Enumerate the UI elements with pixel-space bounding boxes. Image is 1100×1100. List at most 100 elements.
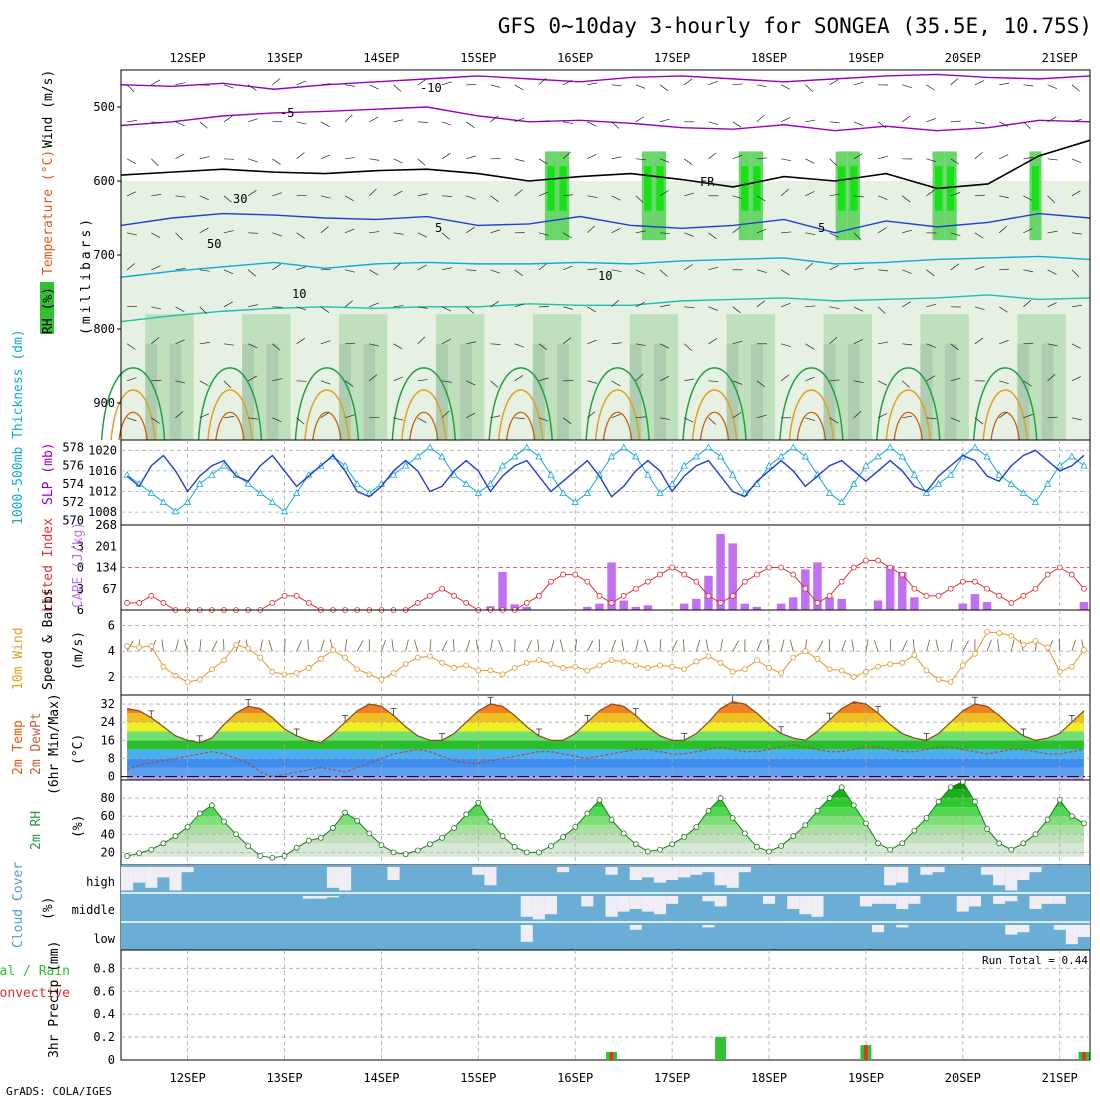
cape-li-pt-48 xyxy=(705,592,712,599)
slp-thickness-pt-55 xyxy=(789,443,797,451)
cape-li-pt-75 xyxy=(1032,585,1039,592)
wind-speed-pt-10 xyxy=(245,645,252,652)
profile-barb-52-4 xyxy=(756,228,767,234)
profile-barb-60-7 xyxy=(853,339,863,345)
profile-iso20-5 xyxy=(585,367,650,441)
profile-barb-14-5 xyxy=(296,266,307,271)
profile-barb-64-3 xyxy=(902,195,911,203)
profile-barb-76-2 xyxy=(1047,158,1058,161)
slp-thickness-pt-24 xyxy=(414,452,422,460)
profile-barb-64-5 xyxy=(902,269,912,274)
wind-barb-67 xyxy=(935,639,939,652)
rh-pt-53 xyxy=(766,848,772,855)
cloud-labels: Cloud Cover (%) xyxy=(11,862,56,948)
profile-barb-48-5 xyxy=(708,266,719,271)
cloud-ylabel-units: (%) xyxy=(41,897,56,920)
temp-ylabel-units: (°C) xyxy=(71,734,86,765)
wind-barb-53 xyxy=(767,639,770,652)
profile-barb-6-2 xyxy=(199,156,210,160)
profile-barb-76-0 xyxy=(1047,84,1057,90)
wind-speed-pt-62 xyxy=(875,663,881,670)
cloud-gap-1-56 xyxy=(799,896,812,915)
profile-barb-24-4 xyxy=(417,232,427,238)
wind-barb-23 xyxy=(405,639,409,652)
cape-li-pt-0 xyxy=(124,600,130,606)
cloud-gap-2-42 xyxy=(629,925,642,930)
profile-barb-42-1 xyxy=(635,116,645,123)
profile-barb-10-4 xyxy=(248,232,259,234)
wind-speed-pt-7 xyxy=(208,666,215,673)
profile-barb-54-2 xyxy=(781,158,792,162)
rh-pt-30 xyxy=(487,818,494,825)
wind-barb-62 xyxy=(873,639,879,652)
profile-rh-wet-43 xyxy=(644,166,652,211)
rh-pt-55 xyxy=(790,833,797,839)
profile-barb-50-6 xyxy=(732,306,741,314)
profile-barb-18-4 xyxy=(344,228,355,234)
wind-speed-pt-25 xyxy=(426,653,433,660)
wind-barb-68 xyxy=(950,639,953,652)
profile-iso25-2 xyxy=(304,389,350,441)
slp-thickness-pt-32 xyxy=(510,452,519,460)
slp-thickness-pt-72 xyxy=(995,470,1003,478)
cape-bar-39 xyxy=(595,603,604,610)
wind-barb-71 xyxy=(986,639,992,652)
profile-barb-48-9 xyxy=(708,417,717,425)
profile-iso25-8 xyxy=(885,389,932,441)
profile-rh-cell-4 xyxy=(169,314,182,440)
profile-iso30-8 xyxy=(893,411,924,441)
profile-barb-32-8 xyxy=(514,375,524,382)
profile-barb-10-3 xyxy=(247,189,257,197)
wind-barb-50 xyxy=(732,640,740,652)
wind-speed-pt-1 xyxy=(136,644,143,651)
profile-barb-8-8 xyxy=(223,380,232,389)
profile-barb-72-6 xyxy=(998,306,1008,313)
cape-bar-65 xyxy=(910,597,919,610)
profile-iso30-6 xyxy=(699,411,730,441)
cape-rtick-3: 268 xyxy=(95,518,117,532)
profile-barb-44-9 xyxy=(659,417,670,420)
profile-rh-shade-66 xyxy=(920,343,933,440)
slp-thickness-pt-30 xyxy=(486,480,495,487)
profile-barb-50-1 xyxy=(732,121,742,128)
slp-thickness-pt-27 xyxy=(450,470,458,478)
cloud-gap-0-67 xyxy=(932,867,945,873)
profile-rh-wet-75 xyxy=(1031,166,1040,211)
profile-barb-44-6 xyxy=(659,304,670,308)
temp-band-4 xyxy=(127,740,1084,750)
slp-thickness-pt-6 xyxy=(196,480,204,487)
cape-bar-64 xyxy=(898,571,907,610)
wind-barb-60 xyxy=(851,639,855,652)
profile-barb-46-8 xyxy=(684,378,695,382)
rh-pt-66 xyxy=(923,815,930,821)
cloud-gap-1-33 xyxy=(520,896,533,917)
rh-pt-69 xyxy=(959,778,966,785)
wind-barb-18 xyxy=(344,639,348,652)
profile-barb-42-4 xyxy=(635,230,646,234)
profile-barb-26-3 xyxy=(441,195,452,197)
profile-barb-24-0 xyxy=(417,79,427,86)
profile-barb-56-8 xyxy=(805,376,815,382)
cloud-gap-0-48 xyxy=(702,867,715,873)
profile-barb-8-1 xyxy=(223,115,233,123)
rh-pt-1 xyxy=(136,850,143,857)
cape-li-pt-45 xyxy=(669,564,676,571)
profile-barb-20-6 xyxy=(369,302,379,308)
profile-rh-wet-36 xyxy=(559,166,567,211)
cape-bar-33 xyxy=(522,606,532,610)
rh-pt-72 xyxy=(996,840,1003,847)
profile-barb-38-4 xyxy=(587,225,595,234)
cape-bar-51 xyxy=(740,603,750,610)
slp-thickness-pt-5 xyxy=(183,498,192,506)
wind-speed-pt-39 xyxy=(596,662,603,669)
wind-speed-pt-55 xyxy=(790,654,797,661)
profile-barb-64-4 xyxy=(902,229,913,234)
profile-rh-cell-21 xyxy=(375,314,388,440)
rh-pt-7 xyxy=(208,802,215,809)
profile-barb-18-5 xyxy=(344,269,355,273)
slp-ltick-2: 574 xyxy=(62,477,84,491)
slp-thickness-pt-47 xyxy=(692,452,701,460)
cape-li-pt-54 xyxy=(778,564,785,571)
profile-barb-64-6 xyxy=(902,301,912,308)
profile-iso25-5 xyxy=(594,389,641,441)
